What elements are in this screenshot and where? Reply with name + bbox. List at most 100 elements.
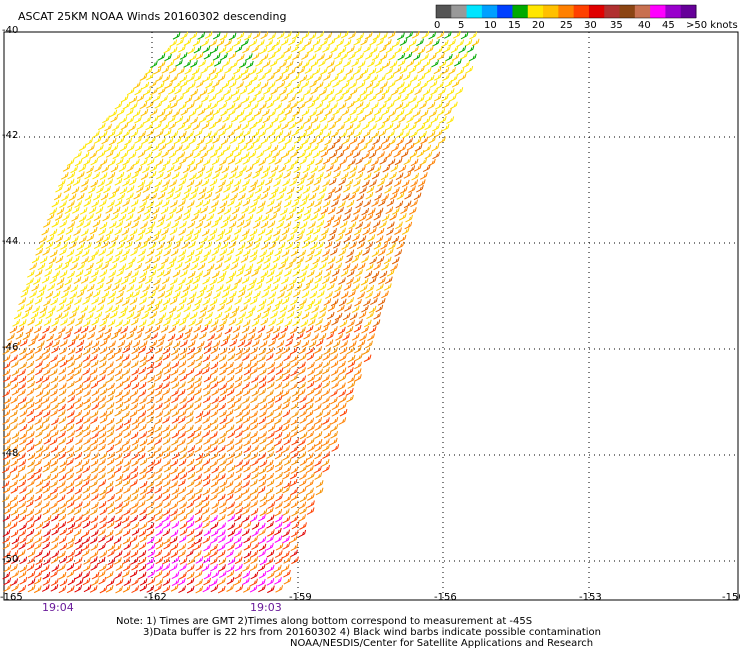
wind-barb bbox=[170, 375, 179, 384]
wind-barb bbox=[253, 312, 262, 321]
wind-barb bbox=[67, 367, 76, 376]
wind-barb bbox=[345, 367, 354, 375]
wind-barb bbox=[74, 200, 83, 208]
wind-barb bbox=[270, 164, 279, 173]
wind-barb bbox=[170, 200, 178, 208]
wind-barb bbox=[363, 129, 371, 138]
wind-barb bbox=[205, 165, 214, 174]
wind-barb bbox=[257, 578, 266, 587]
wind-barb bbox=[314, 249, 322, 257]
wind-barb bbox=[99, 388, 108, 396]
wind-barb bbox=[273, 228, 281, 237]
wind-barb bbox=[107, 437, 116, 446]
wind-barb bbox=[18, 494, 27, 503]
wind-barb bbox=[10, 458, 19, 467]
wind-barb bbox=[244, 32, 252, 41]
wind-barb bbox=[471, 38, 480, 47]
wind-barb bbox=[298, 501, 307, 510]
wind-barb bbox=[58, 452, 67, 460]
wind-barb bbox=[203, 444, 212, 452]
wind-barb bbox=[158, 234, 167, 243]
wind-barb bbox=[210, 150, 218, 158]
wind-barb bbox=[218, 522, 227, 531]
wind-barb bbox=[81, 249, 90, 257]
wind-barb bbox=[66, 542, 74, 550]
wind-barb bbox=[74, 361, 83, 370]
wind-barb bbox=[338, 248, 347, 257]
wind-barb bbox=[63, 185, 72, 194]
wind-barb bbox=[187, 431, 196, 439]
wind-barb bbox=[304, 123, 313, 132]
wind-barb bbox=[265, 206, 274, 215]
wind-barb bbox=[306, 507, 315, 515]
wind-barb bbox=[82, 577, 91, 586]
wind-barb bbox=[133, 242, 142, 250]
wind-barb bbox=[82, 508, 91, 517]
wind-barb bbox=[243, 464, 251, 473]
wind-barb bbox=[86, 165, 94, 174]
wind-barb bbox=[248, 305, 256, 314]
wind-barb bbox=[201, 366, 210, 375]
wind-barb bbox=[299, 402, 307, 411]
wind-barb bbox=[374, 115, 383, 123]
wind-barb bbox=[306, 487, 314, 496]
legend-label: 10 bbox=[484, 20, 497, 31]
wind-barb bbox=[154, 584, 162, 592]
wind-barb bbox=[171, 220, 179, 229]
wind-barb bbox=[146, 536, 155, 544]
wind-barb bbox=[259, 409, 267, 418]
wind-barb bbox=[189, 53, 197, 62]
wind-barb bbox=[225, 493, 234, 502]
wind-barb bbox=[405, 137, 414, 145]
wind-barb bbox=[391, 144, 400, 152]
wind-barb bbox=[130, 472, 139, 480]
wind-barb bbox=[290, 360, 299, 368]
wind-barb bbox=[335, 333, 343, 341]
wind-barb bbox=[274, 564, 282, 573]
wind-barb bbox=[216, 150, 225, 158]
wind-barb bbox=[290, 500, 299, 509]
wind-barb bbox=[393, 94, 402, 102]
wind-barb bbox=[184, 66, 193, 75]
wind-barb bbox=[320, 144, 328, 153]
wind-barb bbox=[262, 332, 271, 341]
wind-barb bbox=[34, 382, 43, 391]
wind-barb bbox=[10, 550, 19, 558]
wind-barb bbox=[174, 284, 183, 292]
wind-barb bbox=[284, 137, 293, 145]
wind-barb bbox=[138, 529, 147, 537]
wind-barb bbox=[250, 487, 259, 495]
wind-barb bbox=[156, 129, 164, 137]
wind-barb bbox=[243, 452, 252, 460]
wind-barb bbox=[326, 60, 335, 68]
wind-barb bbox=[405, 31, 414, 39]
wind-barb bbox=[278, 186, 287, 194]
wind-barb bbox=[98, 458, 106, 466]
wind-barb bbox=[53, 241, 62, 250]
wind-barb bbox=[43, 298, 51, 307]
wind-barb bbox=[47, 283, 56, 291]
wind-barb bbox=[234, 522, 243, 530]
wind-barb bbox=[204, 130, 212, 139]
wind-barb bbox=[295, 332, 304, 340]
wind-barb bbox=[275, 542, 284, 551]
wind-barb bbox=[270, 59, 278, 67]
wind-barb bbox=[91, 340, 100, 349]
wind-barb bbox=[38, 284, 47, 293]
wind-barb bbox=[171, 438, 179, 446]
wind-barb bbox=[50, 578, 59, 586]
wind-barb bbox=[136, 94, 145, 102]
wind-barb bbox=[49, 276, 58, 284]
wind-barb bbox=[236, 130, 244, 139]
wind-barb bbox=[112, 151, 121, 160]
wind-barb bbox=[257, 228, 266, 236]
wind-barb bbox=[211, 353, 220, 362]
wind-barb bbox=[339, 395, 347, 403]
wind-barb bbox=[149, 108, 158, 117]
wind-barb bbox=[155, 556, 164, 565]
wind-barb bbox=[392, 207, 400, 215]
wind-barb bbox=[381, 262, 389, 271]
wind-barb bbox=[64, 206, 73, 215]
wind-barb bbox=[216, 255, 225, 263]
wind-barb bbox=[210, 549, 219, 558]
